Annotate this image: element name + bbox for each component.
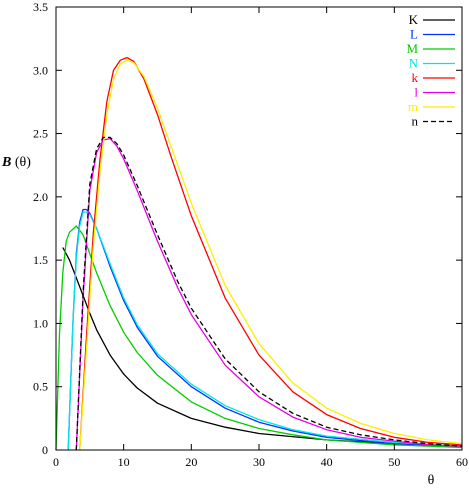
- x-tick-label: 10: [118, 455, 130, 469]
- legend-label-n: n: [412, 114, 419, 129]
- legend-label-m: m: [408, 99, 418, 114]
- series-line-L: [67, 208, 463, 451]
- x-tick-label: 60: [456, 455, 468, 469]
- series-layer: [55, 56, 463, 451]
- x-tick-label: 50: [388, 455, 400, 469]
- y-tick-label: 0.5: [33, 380, 48, 394]
- series-line-K: [62, 247, 463, 447]
- legend-label-N: N: [409, 56, 419, 71]
- y-tick-label: 1.5: [33, 253, 48, 267]
- x-tick-label: 40: [321, 455, 333, 469]
- y-tick-label: 2.5: [33, 127, 48, 141]
- legend-label-k: k: [412, 70, 419, 85]
- legend-label-l: l: [414, 85, 418, 100]
- x-tick-label: 20: [185, 455, 197, 469]
- y-axis-label: B (θ): [1, 155, 31, 170]
- series-line-M: [55, 225, 463, 451]
- series-line-n: [75, 136, 463, 451]
- legend-label-M: M: [406, 41, 418, 56]
- x-tick-label: 0: [53, 455, 59, 469]
- series-line-N: [67, 211, 463, 451]
- ticks-layer: 0 10 20 30 40 50 60 0 0.5 1.0 1.5 2.0 2.5 3.0 3.5: [33, 0, 468, 469]
- y-axis-label-prefix: B: [1, 155, 11, 170]
- series-line-l: [75, 137, 463, 451]
- legend-label-K: K: [409, 12, 419, 27]
- y-tick-label: 2.0: [33, 190, 48, 204]
- y-tick-label: 0: [42, 443, 48, 457]
- y-axis-label-suffix: (θ): [15, 155, 31, 170]
- legend-label-L: L: [410, 27, 418, 42]
- x-tick-label: 30: [253, 455, 265, 469]
- y-tick-label: 1.0: [33, 316, 48, 330]
- series-line-m: [79, 59, 463, 451]
- series-line-k: [79, 56, 463, 451]
- y-tick-label: 3.0: [33, 63, 48, 77]
- y-tick-label: 3.5: [33, 0, 48, 14]
- plot-frame: [55, 6, 463, 451]
- x-axis-label: θ: [428, 473, 435, 488]
